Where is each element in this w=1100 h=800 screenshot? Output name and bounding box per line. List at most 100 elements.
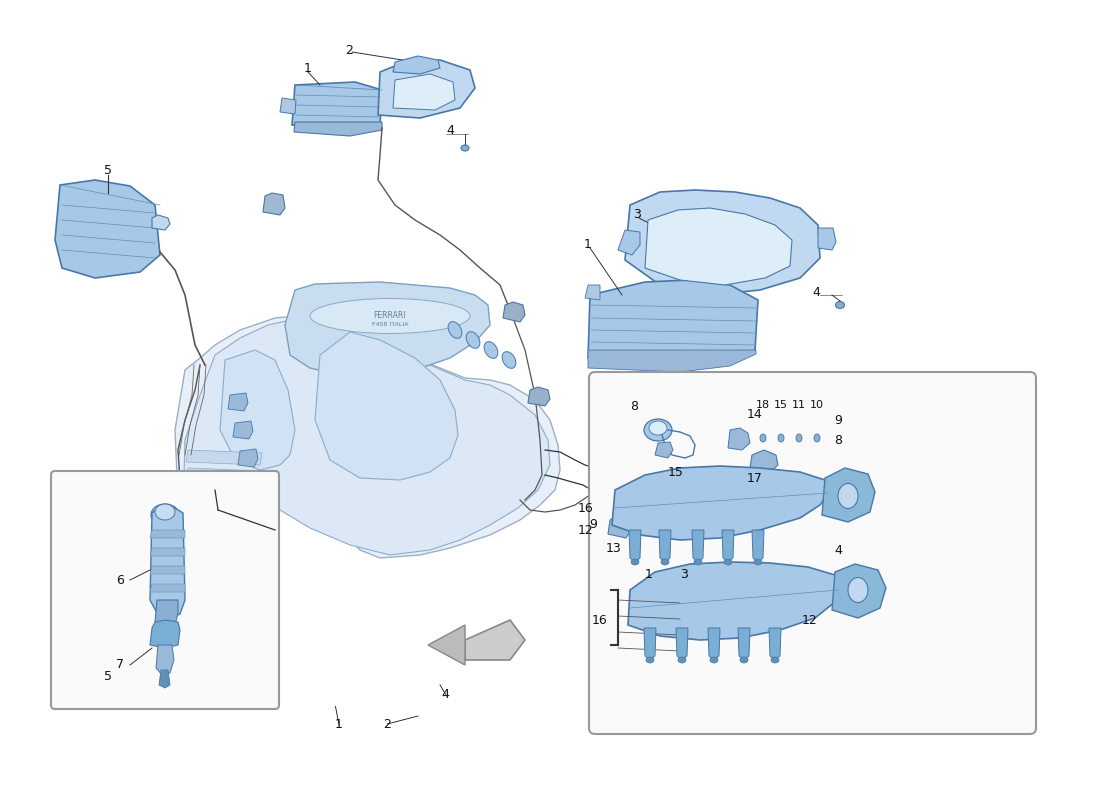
Polygon shape [659,530,671,562]
Polygon shape [238,449,258,467]
Polygon shape [292,82,382,130]
Ellipse shape [836,302,845,309]
Ellipse shape [310,298,470,334]
Text: 8: 8 [834,434,842,446]
Polygon shape [175,315,560,575]
Text: 2: 2 [345,43,353,57]
Text: 11: 11 [792,400,806,410]
Polygon shape [588,280,758,368]
Polygon shape [608,515,632,538]
Polygon shape [393,56,440,74]
Ellipse shape [502,352,516,368]
Polygon shape [155,600,178,628]
Polygon shape [182,318,550,580]
Polygon shape [588,350,756,372]
Text: 1: 1 [334,718,343,730]
Text: 3: 3 [634,207,641,221]
Polygon shape [503,302,525,322]
Polygon shape [625,190,820,295]
Text: F458 ITALIA: F458 ITALIA [372,322,408,327]
Polygon shape [378,60,475,118]
Text: 5: 5 [103,670,112,682]
Text: 1: 1 [584,238,592,250]
Text: 15: 15 [668,466,684,478]
Text: 17: 17 [747,471,763,485]
Ellipse shape [754,559,762,565]
Polygon shape [294,122,382,136]
Polygon shape [752,530,764,562]
Polygon shape [150,620,180,648]
Polygon shape [150,566,185,574]
FancyBboxPatch shape [51,471,279,709]
Ellipse shape [649,421,667,435]
Polygon shape [150,508,185,618]
Polygon shape [152,215,170,230]
Polygon shape [676,628,688,660]
Polygon shape [186,450,262,465]
Ellipse shape [466,332,480,348]
Polygon shape [233,421,253,439]
Text: 14: 14 [747,407,763,421]
Polygon shape [156,645,174,675]
Polygon shape [822,468,875,522]
Text: 4: 4 [447,123,454,137]
Ellipse shape [814,434,820,442]
Polygon shape [750,450,778,472]
Text: 15: 15 [774,400,788,410]
Text: 9: 9 [590,518,597,530]
Text: 16: 16 [592,614,608,626]
Ellipse shape [771,657,779,663]
Polygon shape [465,620,525,660]
Polygon shape [280,98,296,114]
Polygon shape [528,387,550,406]
Ellipse shape [760,434,766,442]
Text: 7: 7 [116,658,124,671]
Text: 5: 5 [104,163,112,177]
Text: 8: 8 [630,401,638,414]
Polygon shape [186,540,262,555]
Ellipse shape [661,559,669,565]
Ellipse shape [740,657,748,663]
Polygon shape [612,466,830,540]
Polygon shape [708,628,720,660]
Polygon shape [728,428,750,450]
Polygon shape [722,530,734,562]
FancyBboxPatch shape [588,372,1036,734]
Ellipse shape [710,657,718,663]
Polygon shape [769,628,781,660]
Ellipse shape [155,504,175,520]
Polygon shape [228,393,248,411]
Polygon shape [150,584,185,592]
Polygon shape [832,564,886,618]
Ellipse shape [484,342,498,358]
Polygon shape [150,548,185,556]
Polygon shape [220,350,295,470]
Ellipse shape [796,434,802,442]
Ellipse shape [448,322,462,338]
Polygon shape [618,230,640,255]
Text: 12: 12 [579,523,594,537]
Polygon shape [644,628,656,660]
Text: 1: 1 [645,568,653,581]
Polygon shape [186,486,262,501]
Text: 16: 16 [579,502,594,514]
Ellipse shape [694,559,702,565]
Polygon shape [315,332,458,480]
Ellipse shape [631,559,639,565]
Text: 4: 4 [812,286,820,298]
Text: 6: 6 [117,574,124,586]
Polygon shape [818,228,836,250]
Polygon shape [692,530,704,562]
Polygon shape [285,282,490,378]
Polygon shape [263,193,285,215]
Ellipse shape [778,434,784,442]
Polygon shape [645,208,792,285]
Text: 3: 3 [680,568,689,581]
Text: FERRARI: FERRARI [374,311,406,321]
Text: 4: 4 [441,688,450,701]
Text: 12: 12 [802,614,818,626]
Ellipse shape [646,657,654,663]
Polygon shape [428,625,465,665]
Polygon shape [654,442,673,458]
Ellipse shape [848,578,868,602]
